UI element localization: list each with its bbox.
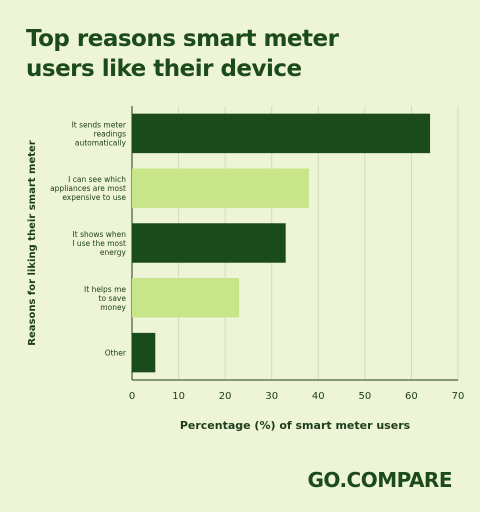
x-tick-label-20: 20 [219, 391, 232, 402]
bar-2 [132, 168, 309, 208]
x-tick-label-70: 70 [452, 391, 465, 402]
category-label-5: Other [105, 349, 127, 358]
x-tick-label-50: 50 [358, 391, 371, 402]
x-tick-label-30: 30 [265, 391, 278, 402]
x-tick-label-60: 60 [405, 391, 418, 402]
category-label-4: It helps me to save money [84, 285, 127, 312]
bar-3 [132, 223, 286, 263]
bar-5 [132, 332, 156, 373]
title-line-2: users like their device [26, 56, 302, 82]
category-label-2: I can see which appliances are most expens… [50, 175, 126, 202]
x-tick-label-40: 40 [312, 391, 325, 402]
chart-title: Top reasons smart meter users like their… [26, 24, 466, 84]
x-tick-label-0: 0 [129, 391, 135, 402]
bar-1 [132, 113, 431, 154]
x-axis-label: Percentage (%) of smart meter users [179, 419, 411, 432]
title-line-1: Top reasons smart meter [26, 26, 339, 52]
x-tick-label-10: 10 [172, 391, 185, 402]
bar-4 [132, 278, 240, 318]
brand-logo: GO.COMPARE [307, 468, 452, 492]
category-label-1: It sends meter readings automatically [72, 120, 127, 147]
category-label-3: It shows when I use the most energy [72, 230, 126, 257]
y-axis-label: Reasons for liking their smart meter [27, 140, 38, 346]
